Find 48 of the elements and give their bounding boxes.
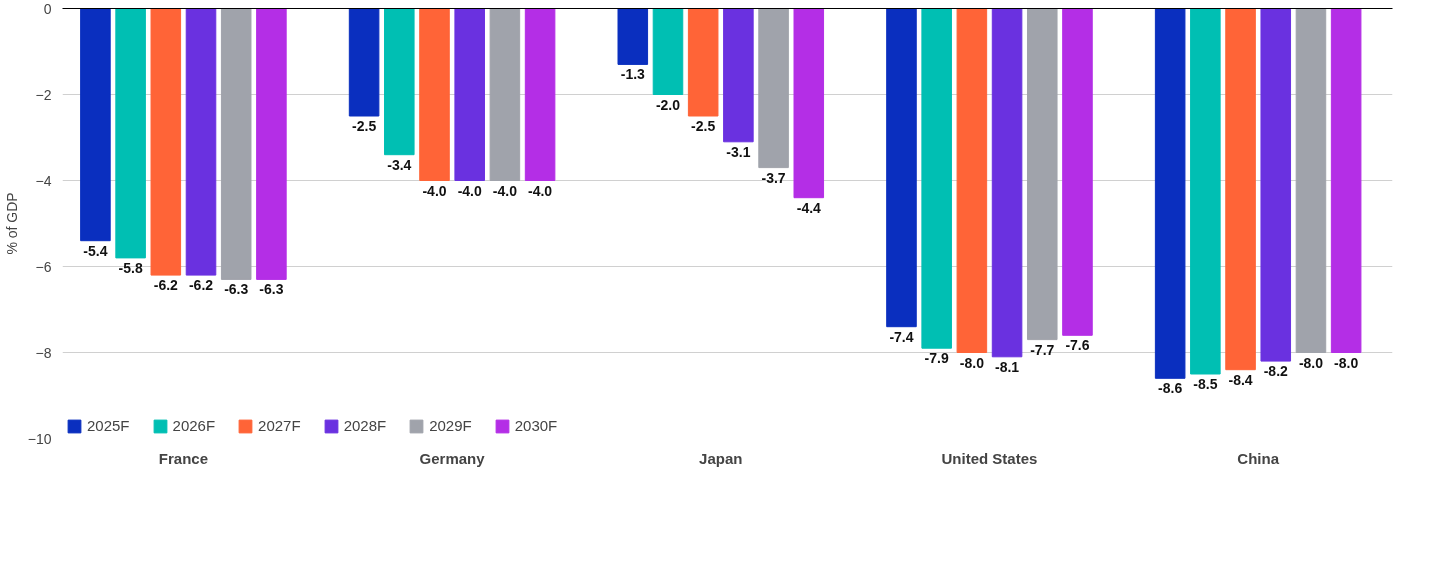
data-label: -6.3 bbox=[259, 281, 284, 298]
data-label: -3.4 bbox=[387, 156, 412, 173]
data-label: -7.7 bbox=[1030, 341, 1055, 358]
data-label: -8.0 bbox=[1298, 354, 1324, 371]
legend-label: 2025F bbox=[87, 417, 130, 434]
data-label: -3.7 bbox=[761, 169, 786, 186]
data-label: -7.6 bbox=[1065, 337, 1090, 354]
y-tick-label: −4 bbox=[35, 172, 52, 189]
data-label: -8.2 bbox=[1263, 363, 1289, 380]
data-label: -6.3 bbox=[224, 281, 249, 298]
data-label: -8.0 bbox=[1334, 354, 1359, 371]
data-label: -4.0 bbox=[528, 182, 553, 199]
data-label: -6.2 bbox=[153, 277, 179, 294]
y-tick-label: −10 bbox=[27, 430, 52, 447]
legend-label: 2026F bbox=[172, 417, 216, 434]
data-label: -7.4 bbox=[889, 328, 914, 345]
data-label: -7.9 bbox=[924, 350, 949, 367]
y-tick-label: −2 bbox=[35, 86, 52, 103]
data-label: -8.0 bbox=[959, 354, 985, 371]
data-label: -5.4 bbox=[83, 242, 108, 259]
data-label: -2.5 bbox=[352, 118, 377, 134]
legend-label: 2030F bbox=[514, 417, 558, 434]
data-label: -4.4 bbox=[796, 199, 822, 216]
data-label: -4.0 bbox=[457, 182, 482, 199]
data-label: -4.0 bbox=[492, 182, 518, 199]
data-label: -1.3 bbox=[620, 66, 646, 83]
y-axis-title: % of GDP bbox=[3, 192, 20, 255]
legend-label: 2028F bbox=[343, 417, 387, 434]
data-label: -4.0 bbox=[422, 182, 447, 199]
y-tick-label: −6 bbox=[35, 258, 52, 275]
data-label: -8.1 bbox=[995, 358, 1020, 375]
data-label: -8.6 bbox=[1158, 380, 1183, 397]
data-label: -8.4 bbox=[1228, 371, 1253, 388]
x-tick-label: France bbox=[158, 449, 209, 467]
legend-label: 2029F bbox=[429, 417, 472, 434]
legend-label: 2027F bbox=[258, 417, 301, 434]
x-tick-label: Japan bbox=[699, 449, 743, 467]
data-label: -2.0 bbox=[655, 96, 681, 113]
y-tick-label: 0 bbox=[43, 0, 52, 17]
data-label: -2.5 bbox=[691, 118, 716, 134]
x-tick-label: Germany bbox=[419, 449, 486, 467]
y-tick-label: −8 bbox=[35, 344, 52, 361]
data-label: -6.2 bbox=[188, 277, 214, 294]
data-label: -8.5 bbox=[1193, 376, 1218, 392]
x-tick-label: United States bbox=[941, 449, 1038, 467]
x-tick-label: China bbox=[1237, 449, 1280, 467]
data-label: -3.1 bbox=[726, 143, 751, 160]
data-label: -5.8 bbox=[118, 259, 143, 276]
